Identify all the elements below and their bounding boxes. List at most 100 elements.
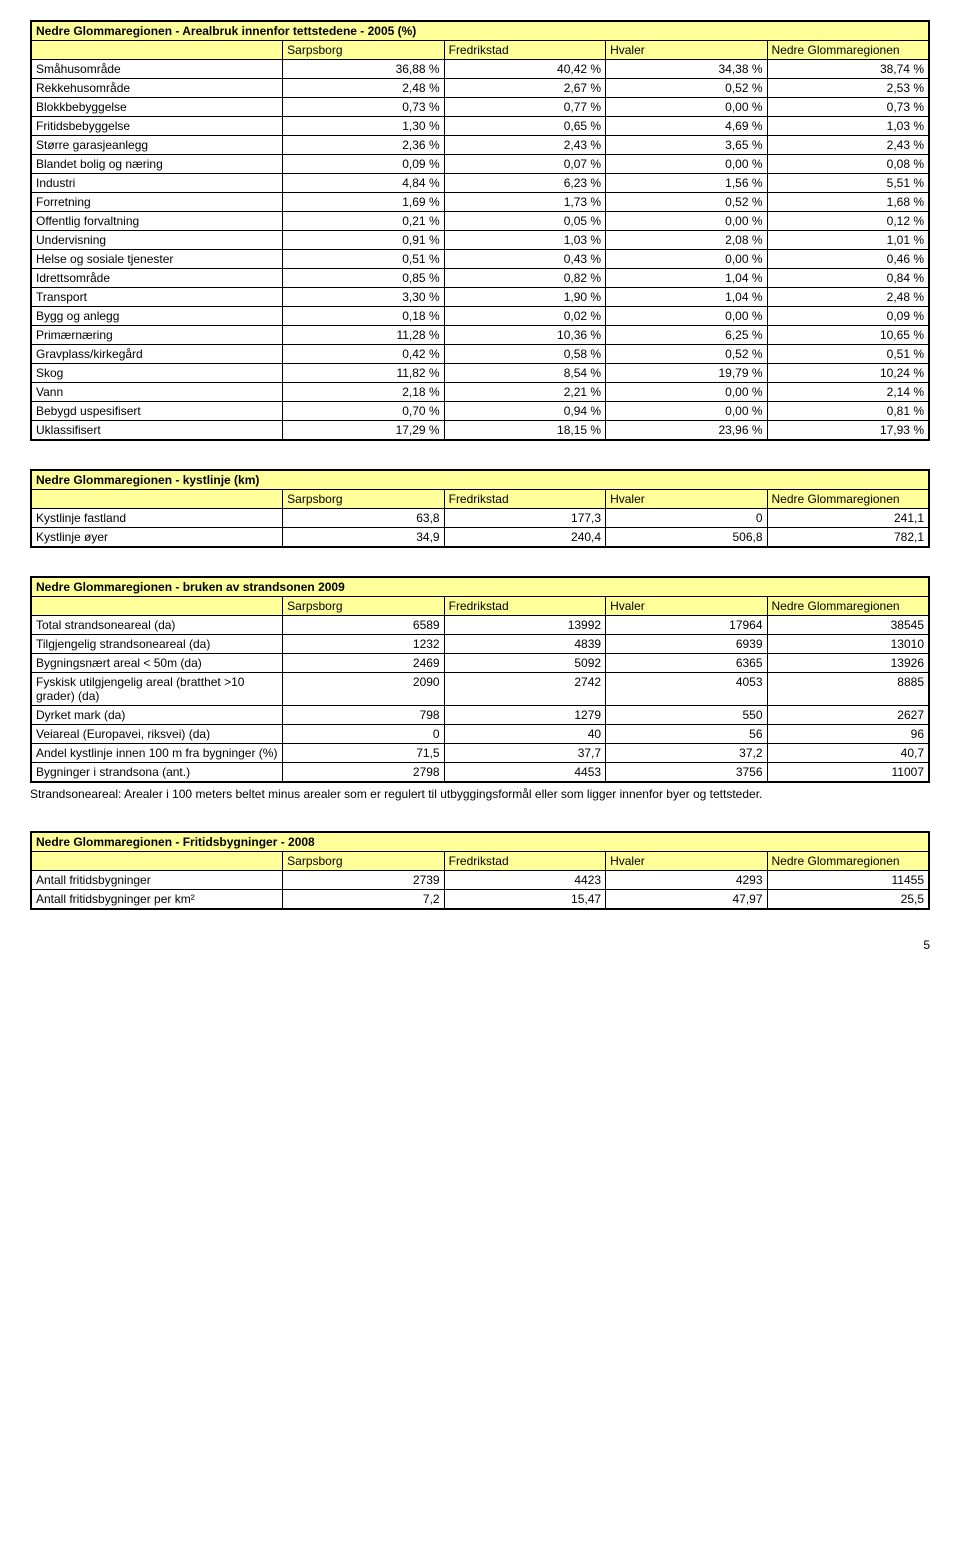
row-label: Uklassifisert: [32, 421, 283, 440]
cell-value: 241,1: [767, 509, 928, 528]
cell-value: 2,48 %: [767, 288, 928, 307]
cell-value: 8,54 %: [444, 364, 605, 383]
cell-value: 36,88 %: [283, 60, 444, 79]
cell-value: 10,65 %: [767, 326, 928, 345]
cell-value: 11,82 %: [283, 364, 444, 383]
cell-value: 37,7: [444, 744, 605, 763]
table-row: Kystlinje fastland63,8177,30241,1: [32, 509, 929, 528]
cell-value: 0,08 %: [767, 155, 928, 174]
cell-value: 0,00 %: [606, 383, 767, 402]
cell-value: 2090: [283, 673, 444, 706]
cell-value: 0,51 %: [283, 250, 444, 269]
row-label: Rekkehusområde: [32, 79, 283, 98]
cell-value: 0,91 %: [283, 231, 444, 250]
row-label: Primærnæring: [32, 326, 283, 345]
cell-value: 0,73 %: [767, 98, 928, 117]
cell-value: 2,53 %: [767, 79, 928, 98]
cell-value: 2,18 %: [283, 383, 444, 402]
row-label: Bygg og anlegg: [32, 307, 283, 326]
cell-value: 1,04 %: [606, 269, 767, 288]
cell-value: 11007: [767, 763, 928, 782]
cell-value: 2739: [283, 870, 444, 889]
cell-value: 2,48 %: [283, 79, 444, 98]
table-row: Forretning1,69 %1,73 %0,52 %1,68 %: [32, 193, 929, 212]
table-row: Gravplass/kirkegård0,42 %0,58 %0,52 %0,5…: [32, 345, 929, 364]
row-label: Kystlinje fastland: [32, 509, 283, 528]
table1-col2: Hvaler: [606, 41, 767, 60]
cell-value: 63,8: [283, 509, 444, 528]
cell-value: 1,90 %: [444, 288, 605, 307]
table-row: Antall fritidsbygninger per km²7,215,474…: [32, 889, 929, 908]
table1-title: Nedre Glommaregionen - Arealbruk innenfo…: [32, 22, 929, 41]
cell-value: 19,79 %: [606, 364, 767, 383]
table-row: Blokkbebyggelse0,73 %0,77 %0,00 %0,73 %: [32, 98, 929, 117]
table-row: Rekkehusområde2,48 %2,67 %0,52 %2,53 %: [32, 79, 929, 98]
cell-value: 10,36 %: [444, 326, 605, 345]
cell-value: 177,3: [444, 509, 605, 528]
table2-col1: Fredrikstad: [444, 490, 605, 509]
cell-value: 47,97: [606, 889, 767, 908]
cell-value: 0,65 %: [444, 117, 605, 136]
cell-value: 3,65 %: [606, 136, 767, 155]
table-row: Bygg og anlegg0,18 %0,02 %0,00 %0,09 %: [32, 307, 929, 326]
cell-value: 71,5: [283, 744, 444, 763]
cell-value: 0,18 %: [283, 307, 444, 326]
cell-value: 0,81 %: [767, 402, 928, 421]
cell-value: 4293: [606, 870, 767, 889]
cell-value: 6589: [283, 616, 444, 635]
cell-value: 0,05 %: [444, 212, 605, 231]
cell-value: 1,73 %: [444, 193, 605, 212]
cell-value: 0,12 %: [767, 212, 928, 231]
row-label: Dyrket mark (da): [32, 706, 283, 725]
row-label: Kystlinje øyer: [32, 528, 283, 547]
row-label: Offentlig forvaltning: [32, 212, 283, 231]
cell-value: 0,00 %: [606, 250, 767, 269]
cell-value: 0,00 %: [606, 212, 767, 231]
cell-value: 0,00 %: [606, 98, 767, 117]
row-label: Bygninger i strandsona (ant.): [32, 763, 283, 782]
cell-value: 4453: [444, 763, 605, 782]
table-row: Bebygd uspesifisert0,70 %0,94 %0,00 %0,8…: [32, 402, 929, 421]
table-fritidsbygninger: Nedre Glommaregionen - Fritidsbygninger …: [30, 831, 930, 910]
cell-value: 0,52 %: [606, 79, 767, 98]
row-label: Gravplass/kirkegård: [32, 345, 283, 364]
table-row: Offentlig forvaltning0,21 %0,05 %0,00 %0…: [32, 212, 929, 231]
cell-value: 34,9: [283, 528, 444, 547]
table-row: Primærnæring11,28 %10,36 %6,25 %10,65 %: [32, 326, 929, 345]
table3-col3: Nedre Glommaregionen: [767, 597, 928, 616]
cell-value: 6,23 %: [444, 174, 605, 193]
table3-col0: Sarpsborg: [283, 597, 444, 616]
table-row: Transport3,30 %1,90 %1,04 %2,48 %: [32, 288, 929, 307]
cell-value: 0,09 %: [767, 307, 928, 326]
table3-title: Nedre Glommaregionen - bruken av strands…: [32, 578, 929, 597]
cell-value: 6939: [606, 635, 767, 654]
row-label: Bygningsnært areal < 50m (da): [32, 654, 283, 673]
table-row: Uklassifisert17,29 %18,15 %23,96 %17,93 …: [32, 421, 929, 440]
table-row: Bygningsnært areal < 50m (da)24695092636…: [32, 654, 929, 673]
cell-value: 5092: [444, 654, 605, 673]
cell-value: 34,38 %: [606, 60, 767, 79]
cell-value: 6,25 %: [606, 326, 767, 345]
cell-value: 0,00 %: [606, 402, 767, 421]
cell-value: 2742: [444, 673, 605, 706]
cell-value: 0,51 %: [767, 345, 928, 364]
cell-value: 506,8: [606, 528, 767, 547]
row-label: Veiareal (Europavei, riksvei) (da): [32, 725, 283, 744]
cell-value: 10,24 %: [767, 364, 928, 383]
cell-value: 2,14 %: [767, 383, 928, 402]
table1-col-blank: [32, 41, 283, 60]
cell-value: 1,69 %: [283, 193, 444, 212]
cell-value: 56: [606, 725, 767, 744]
table1-col3: Nedre Glommaregionen: [767, 41, 928, 60]
cell-value: 0,07 %: [444, 155, 605, 174]
cell-value: 37,2: [606, 744, 767, 763]
cell-value: 1232: [283, 635, 444, 654]
table-row: Tilgjengelig strandsoneareal (da)1232483…: [32, 635, 929, 654]
cell-value: 4839: [444, 635, 605, 654]
cell-value: 1,03 %: [767, 117, 928, 136]
cell-value: 240,4: [444, 528, 605, 547]
cell-value: 0,85 %: [283, 269, 444, 288]
table4-col2: Hvaler: [606, 851, 767, 870]
cell-value: 38,74 %: [767, 60, 928, 79]
row-label: Undervisning: [32, 231, 283, 250]
